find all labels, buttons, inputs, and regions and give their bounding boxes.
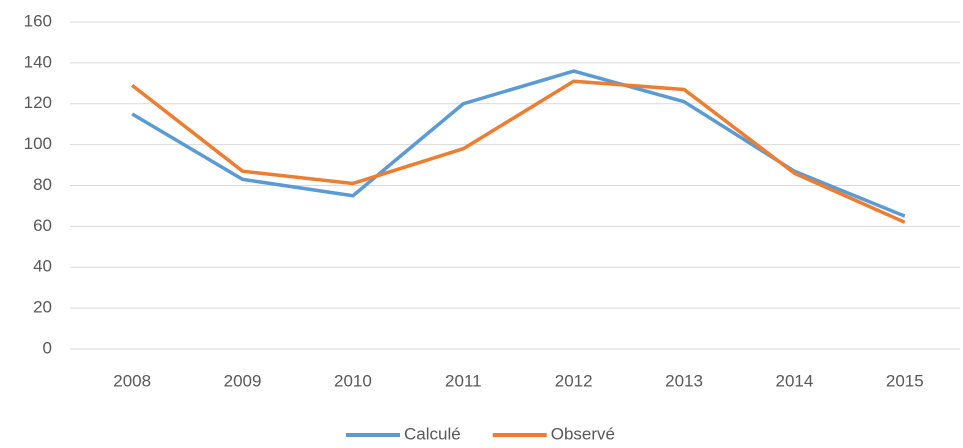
y-tick-label: 100 — [24, 134, 52, 153]
legend-label: Observé — [551, 424, 615, 443]
legend-label: Calculé — [404, 424, 461, 443]
x-tick-label: 2010 — [334, 371, 372, 390]
y-tick-label: 80 — [33, 175, 52, 194]
y-tick-label: 20 — [33, 298, 52, 317]
series-line — [131, 69, 906, 218]
series-line — [131, 79, 906, 224]
x-tick-label: 2014 — [776, 371, 814, 390]
y-tick-label: 60 — [33, 216, 52, 235]
x-tick-label: 2009 — [224, 371, 262, 390]
y-tick-label: 40 — [33, 257, 52, 276]
x-tick-label: 2013 — [665, 371, 703, 390]
y-tick-label: 0 — [43, 338, 52, 357]
x-tick-label: 2011 — [445, 371, 482, 390]
x-tick-label: 2015 — [886, 371, 924, 390]
y-tick-label: 160 — [24, 11, 52, 30]
x-tick-label: 2008 — [113, 371, 151, 390]
y-tick-label: 140 — [24, 52, 52, 71]
y-tick-label: 120 — [24, 93, 52, 112]
x-tick-label: 2012 — [555, 371, 593, 390]
